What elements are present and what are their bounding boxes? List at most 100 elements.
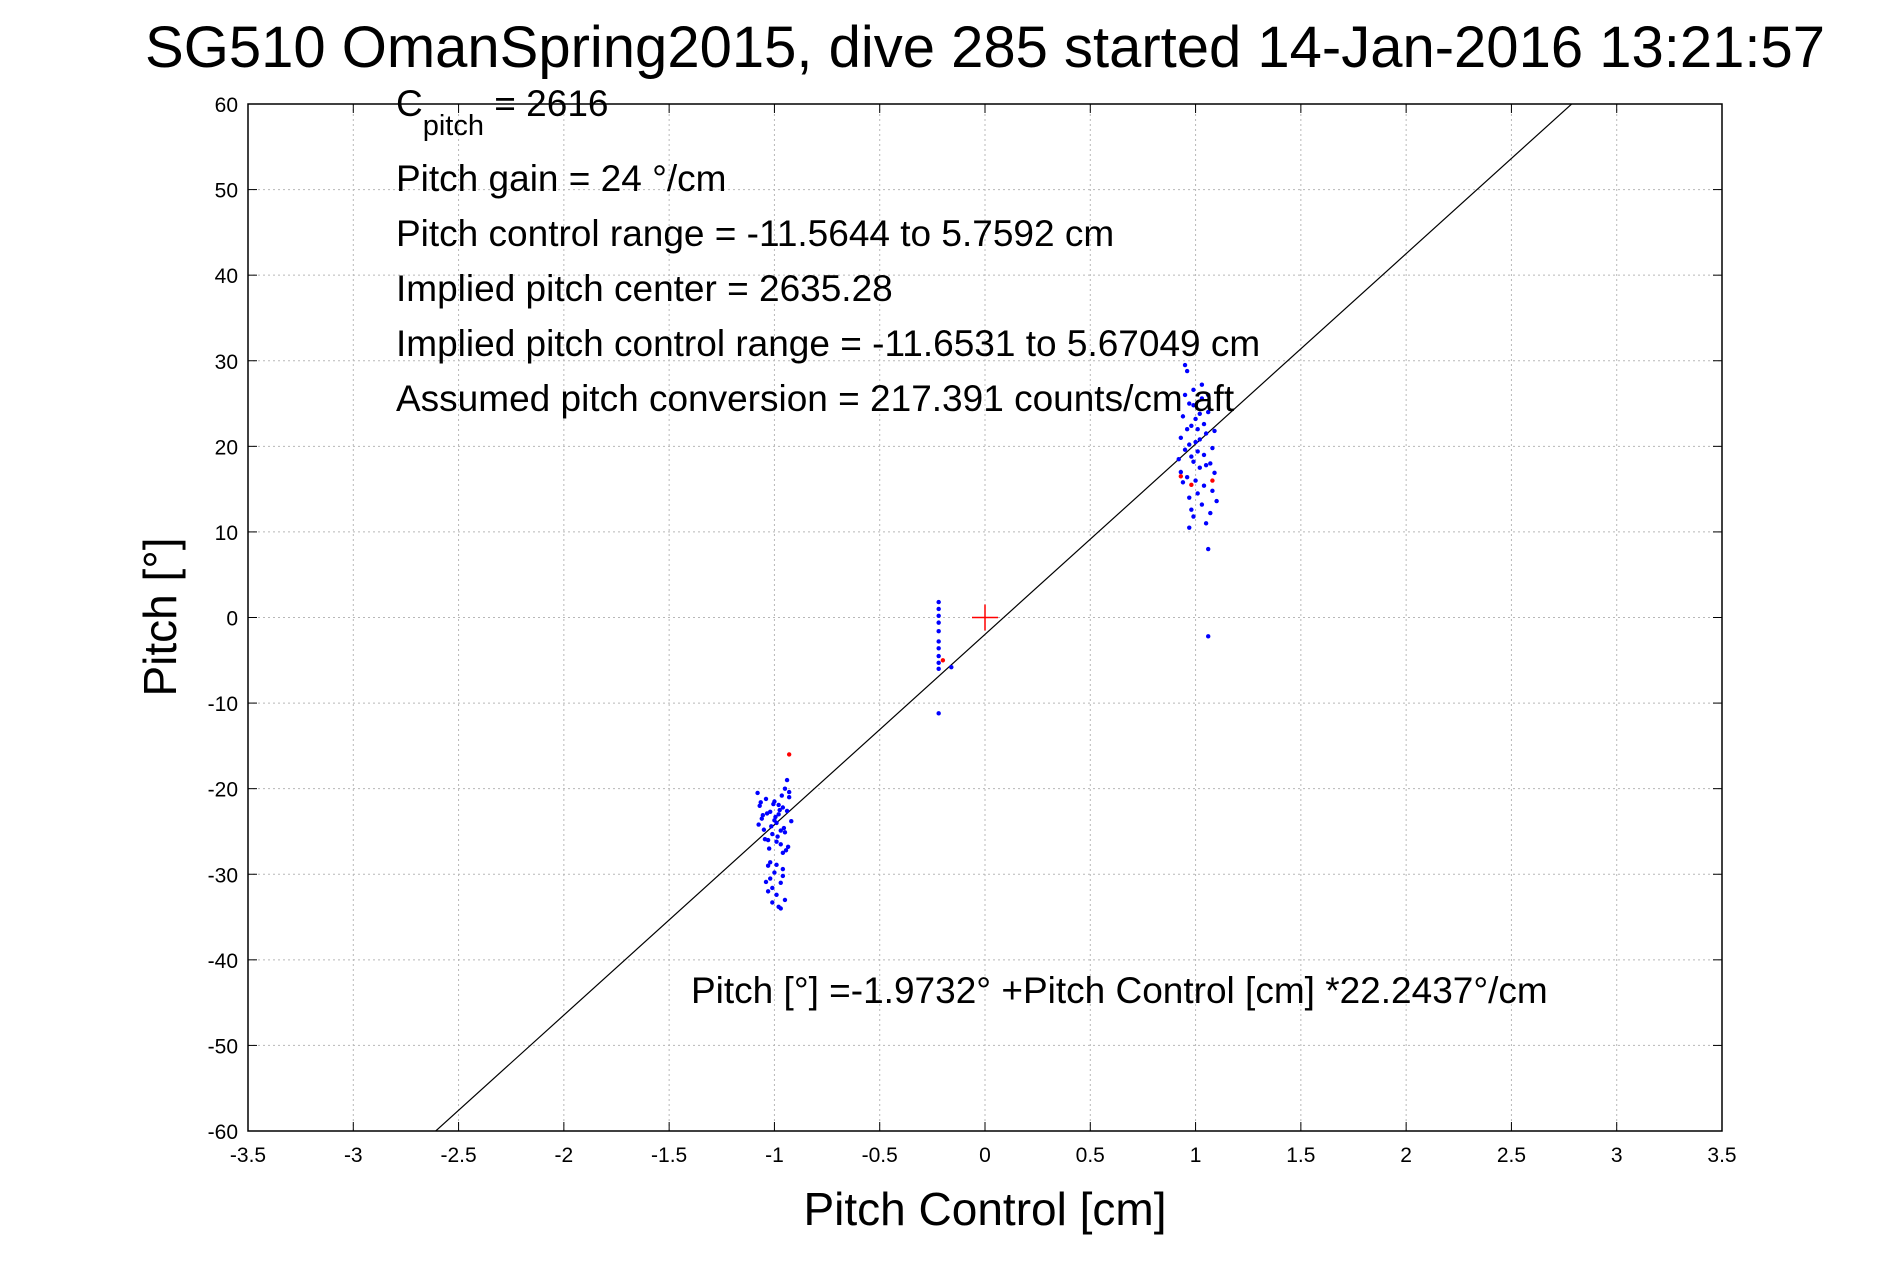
data-point (1180, 480, 1186, 485)
data-point (762, 836, 768, 842)
data-point (780, 873, 786, 879)
data-point (780, 866, 786, 872)
annotation-implied-center: Implied pitch center = 2635.28 (396, 268, 893, 309)
data-point (1206, 392, 1211, 398)
data-point (782, 786, 788, 791)
data-point (1191, 403, 1196, 408)
data-point (773, 814, 778, 820)
data-point (1191, 514, 1196, 519)
data-point (756, 822, 761, 827)
center-marker (972, 604, 998, 631)
annotation-conversion: Assumed pitch conversion = 217.391 count… (396, 378, 1235, 419)
data-point (1191, 459, 1196, 464)
data-point (1195, 449, 1200, 454)
data-point (768, 876, 773, 881)
x-tick-label: 0 (979, 1144, 991, 1167)
data-point (936, 628, 941, 634)
data-point (763, 879, 769, 885)
data-point (936, 660, 941, 666)
data-point (1212, 470, 1217, 476)
data-point (786, 789, 792, 795)
data-point (768, 860, 773, 865)
data-point (1195, 491, 1200, 496)
x-tick-label: 3.5 (1707, 1144, 1736, 1167)
data-point (772, 818, 777, 823)
data-point (780, 850, 786, 856)
data-point (774, 892, 779, 897)
x-tick-labels: -3.5 -3 -2.5 -2 -1.5 -1 -0.5 0 0.5 1 1.5 2 2.5 3 3.5 (230, 1144, 1737, 1167)
data-point (785, 844, 791, 850)
data-point (778, 906, 783, 911)
data-point (936, 646, 941, 651)
x-tick-label: -2.5 (440, 1144, 476, 1167)
data-point (1184, 427, 1190, 432)
data-point (1193, 416, 1198, 422)
y-tick-label: 0 (226, 608, 238, 631)
data-point (786, 795, 792, 800)
data-point (766, 846, 772, 851)
data-point (755, 790, 760, 796)
x-tick-label: 1 (1190, 1144, 1202, 1167)
data-point (1197, 465, 1202, 470)
x-tick-label: -1 (765, 1144, 784, 1167)
data-point (949, 664, 954, 670)
y-tick-label: -60 (208, 1121, 238, 1144)
data-point (776, 812, 781, 817)
data-point (1210, 478, 1215, 483)
data-point (940, 658, 946, 663)
data-point (936, 711, 941, 716)
x-tick-label: 1.5 (1286, 1144, 1315, 1167)
data-point (778, 828, 783, 833)
data-point (1206, 634, 1211, 639)
data-point (760, 812, 766, 818)
data-points (755, 362, 1219, 911)
data-point (936, 620, 941, 625)
data-point (1210, 488, 1215, 494)
data-point (1176, 456, 1181, 462)
axis-ticks (247, 103, 1723, 1132)
data-point (1189, 454, 1194, 459)
data-point (782, 897, 788, 903)
y-tick-label: 20 (215, 436, 238, 459)
y-tick-label: 40 (215, 265, 238, 288)
data-point (1199, 382, 1205, 387)
data-point (1187, 495, 1192, 500)
y-tick-label: 10 (215, 522, 238, 545)
y-tick-label: -20 (208, 779, 238, 802)
x-tick-label: 3 (1611, 1144, 1623, 1167)
data-point (1187, 442, 1192, 447)
data-point (1182, 362, 1188, 368)
y-tick-label: -50 (208, 1035, 238, 1058)
data-point (776, 802, 781, 808)
data-point (1195, 427, 1200, 432)
data-point (1187, 525, 1192, 530)
data-point (765, 889, 771, 894)
data-point (1189, 482, 1194, 488)
data-point (789, 818, 794, 824)
data-point (772, 870, 777, 875)
data-point (1206, 409, 1211, 415)
data-point (1206, 546, 1211, 552)
data-point (757, 803, 762, 808)
data-point (786, 752, 792, 757)
x-tick-label: -2 (555, 1144, 574, 1167)
data-point (1178, 469, 1184, 475)
y-tick-labels: -60 -50 -40 -30 -20 -10 0 10 20 30 40 50 60 (208, 94, 238, 1144)
annotation-control-range: Pitch control range = -11.5644 to 5.7592… (396, 213, 1114, 254)
x-tick-label: -1.5 (651, 1144, 687, 1167)
data-point (779, 793, 784, 798)
fit-line (434, 104, 1573, 1131)
data-point (936, 606, 941, 612)
data-point (1184, 368, 1190, 374)
data-point (778, 842, 783, 847)
data-point (1189, 507, 1194, 512)
x-tick-label: 2.5 (1497, 1144, 1526, 1167)
data-point (763, 796, 769, 802)
data-point (769, 824, 774, 829)
data-point (1214, 498, 1219, 504)
x-tick-label: -3 (344, 1144, 363, 1167)
data-point (1178, 435, 1184, 440)
y-axis-label: Pitch [°] (134, 537, 186, 696)
data-point (936, 613, 941, 618)
data-point (936, 599, 941, 605)
